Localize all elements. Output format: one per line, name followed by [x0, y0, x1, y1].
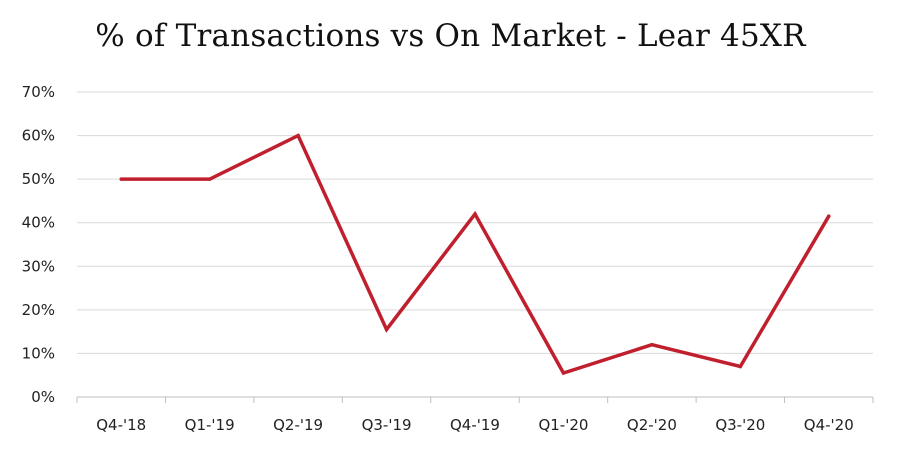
x-tick-label: Q4-'18: [96, 416, 146, 434]
x-tick-label: Q2-'19: [273, 416, 323, 434]
gridlines: [77, 91, 873, 354]
series-group: [119, 133, 831, 376]
data-point: [296, 133, 300, 138]
data-point: [473, 212, 477, 216]
data-point: [738, 364, 743, 369]
chart-title: % of Transactions vs On Market - Lear 45…: [95, 18, 806, 54]
y-tick-label: 70%: [22, 83, 55, 101]
y-tick-label: 20%: [22, 301, 55, 319]
data-point: [207, 177, 212, 181]
x-tick-label: Q4-'19: [450, 416, 500, 434]
y-axis-ticks: 0% 10% 20% 30% 40% 50% 60% 70%: [22, 83, 55, 406]
x-axis: Q4-'18 Q1-'19 Q2-'19 Q3-'19 Q4-'19 Q1-'20 Q2-'…: [76, 396, 874, 434]
x-tick-label: Q3-'19: [362, 416, 412, 434]
data-point: [119, 177, 123, 181]
y-tick-label: 30%: [22, 257, 55, 275]
data-point: [650, 342, 654, 347]
data-point: [827, 214, 831, 218]
y-tick-label: 0%: [31, 388, 55, 406]
x-tick-label: Q4-'20: [804, 416, 854, 434]
x-tick-label: Q1-'20: [538, 416, 588, 434]
data-point: [384, 327, 389, 332]
y-tick-label: 40%: [22, 214, 55, 232]
y-tick-label: 10%: [22, 344, 55, 362]
series-line: [121, 133, 831, 376]
data-point: [561, 371, 566, 375]
x-tick-label: Q3-'20: [715, 416, 765, 434]
x-tick-label: Q2-'20: [627, 416, 677, 434]
x-tick-label: Q1-'19: [185, 416, 235, 434]
y-tick-label: 60%: [22, 127, 55, 145]
y-tick-label: 50%: [22, 170, 55, 188]
